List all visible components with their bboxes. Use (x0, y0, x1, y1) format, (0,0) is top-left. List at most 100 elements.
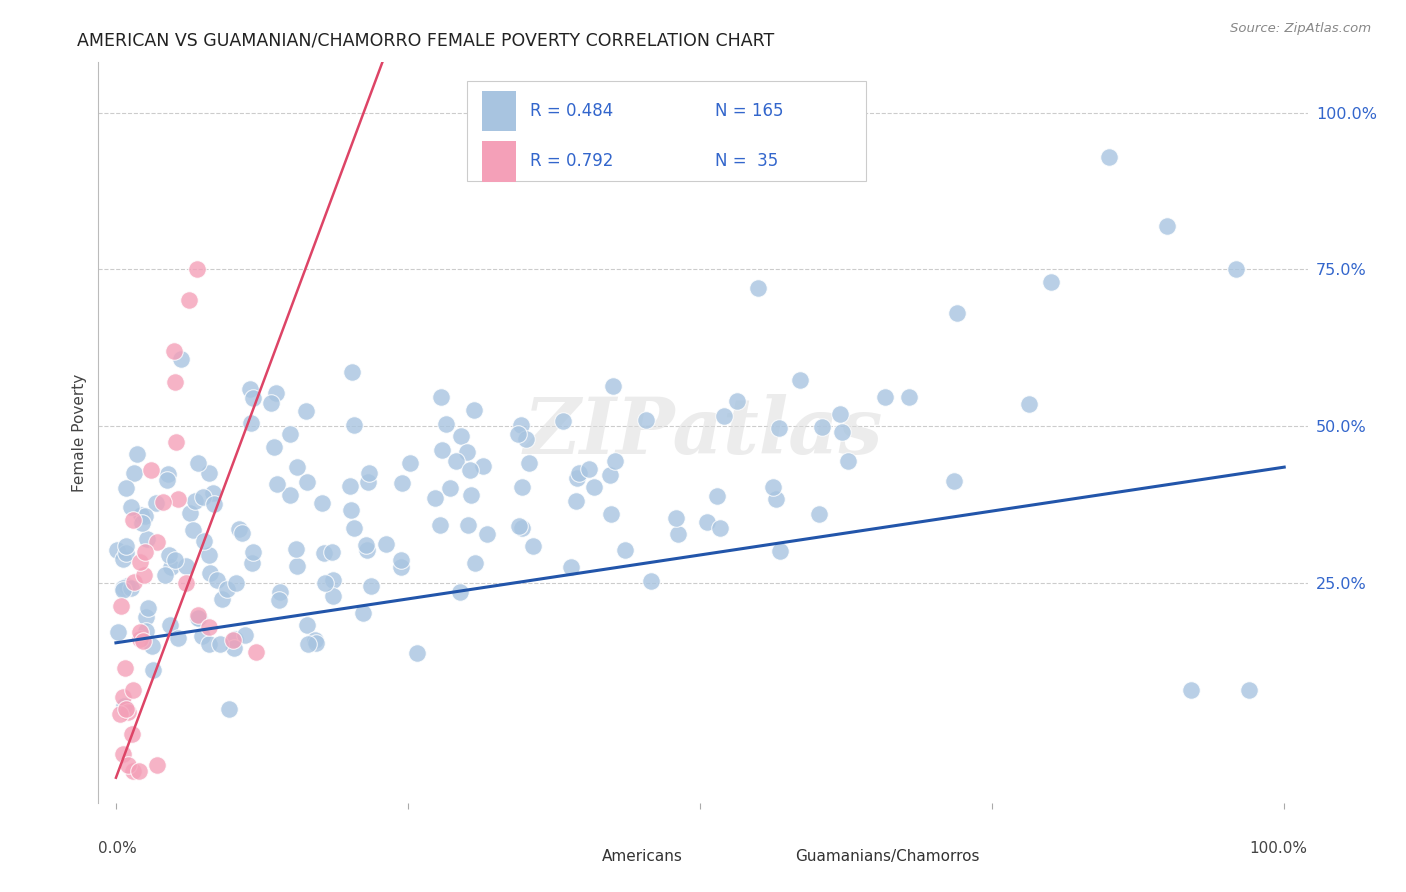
Point (808, 507, 831, 521)
Text: AMERICAN VS GUAMANIAN/CHAMORRO FEMALE POVERTY CORRELATION CHART: AMERICAN VS GUAMANIAN/CHAMORRO FEMALE PO… (77, 31, 775, 49)
Point (156, 473, 179, 487)
Point (187, 611, 209, 625)
Point (121, 727, 143, 741)
Point (135, 624, 157, 639)
Point (198, 637, 221, 651)
Point (110, 599, 132, 613)
Point (430, 443, 453, 458)
Point (898, 390, 921, 404)
Point (425, 491, 447, 505)
Point (565, 471, 588, 485)
Point (202, 486, 225, 500)
Point (295, 404, 318, 418)
Point (198, 620, 221, 634)
Point (193, 490, 215, 504)
Point (163, 344, 186, 359)
Point (599, 468, 621, 483)
Point (1180, 682, 1202, 697)
Point (198, 548, 221, 562)
Point (1098, 150, 1121, 164)
Point (139, 463, 162, 477)
Point (267, 593, 290, 607)
Point (522, 539, 544, 553)
Point (339, 479, 361, 493)
Text: N =  35: N = 35 (716, 153, 779, 170)
Point (157, 549, 180, 563)
Point (391, 476, 413, 491)
Point (463, 402, 485, 417)
Point (560, 560, 582, 574)
Point (183, 494, 205, 508)
Point (515, 433, 537, 447)
Point (765, 491, 787, 506)
Point (946, 306, 969, 320)
Point (357, 475, 380, 490)
Point (278, 426, 301, 441)
Point (174, 558, 197, 573)
Point (181, 523, 204, 537)
Point (128, 764, 150, 779)
Point (240, 556, 263, 570)
Point (131, 516, 153, 530)
FancyBboxPatch shape (467, 81, 866, 181)
Point (322, 590, 344, 604)
Point (125, 447, 148, 461)
Point (517, 456, 540, 470)
Point (666, 526, 689, 541)
Point (260, 395, 283, 409)
Point (830, 407, 852, 421)
Text: R = 0.792: R = 0.792 (530, 153, 613, 170)
Point (434, 417, 457, 431)
Point (187, 607, 209, 622)
Point (163, 375, 186, 389)
Text: 100.0%: 100.0% (1250, 841, 1308, 856)
Point (224, 632, 246, 647)
Point (129, 624, 152, 639)
Text: Source: ZipAtlas.com: Source: ZipAtlas.com (1230, 22, 1371, 36)
Point (553, 414, 575, 428)
Point (132, 633, 155, 648)
Point (354, 538, 377, 552)
Point (457, 518, 479, 533)
Point (242, 391, 264, 405)
Point (165, 552, 187, 566)
Point (512, 479, 534, 493)
Text: ZIPatlas: ZIPatlas (523, 394, 883, 471)
Point (266, 476, 288, 491)
Point (360, 579, 382, 593)
Point (135, 609, 157, 624)
Text: 0.0%: 0.0% (98, 841, 138, 856)
Point (111, 581, 134, 595)
Point (406, 646, 429, 660)
Point (285, 542, 308, 557)
Point (297, 636, 319, 650)
Point (120, 500, 142, 514)
Point (134, 568, 156, 582)
FancyBboxPatch shape (758, 839, 787, 872)
Point (665, 511, 688, 525)
Point (321, 545, 343, 559)
Point (112, 552, 135, 566)
Point (152, 494, 174, 508)
Point (239, 382, 262, 396)
Point (129, 555, 152, 569)
Point (218, 701, 240, 715)
Point (111, 583, 134, 598)
Point (245, 645, 267, 659)
Point (112, 699, 135, 714)
Point (1018, 396, 1040, 410)
Point (460, 487, 482, 501)
Point (314, 576, 336, 591)
Point (124, 466, 146, 480)
Point (614, 542, 637, 557)
Point (311, 496, 333, 510)
Point (193, 534, 215, 549)
Point (1225, 262, 1247, 277)
Point (146, 758, 169, 772)
Point (122, 764, 145, 779)
Point (136, 601, 159, 615)
Point (233, 628, 256, 642)
Point (153, 567, 176, 582)
Point (122, 575, 145, 590)
Point (391, 560, 413, 574)
